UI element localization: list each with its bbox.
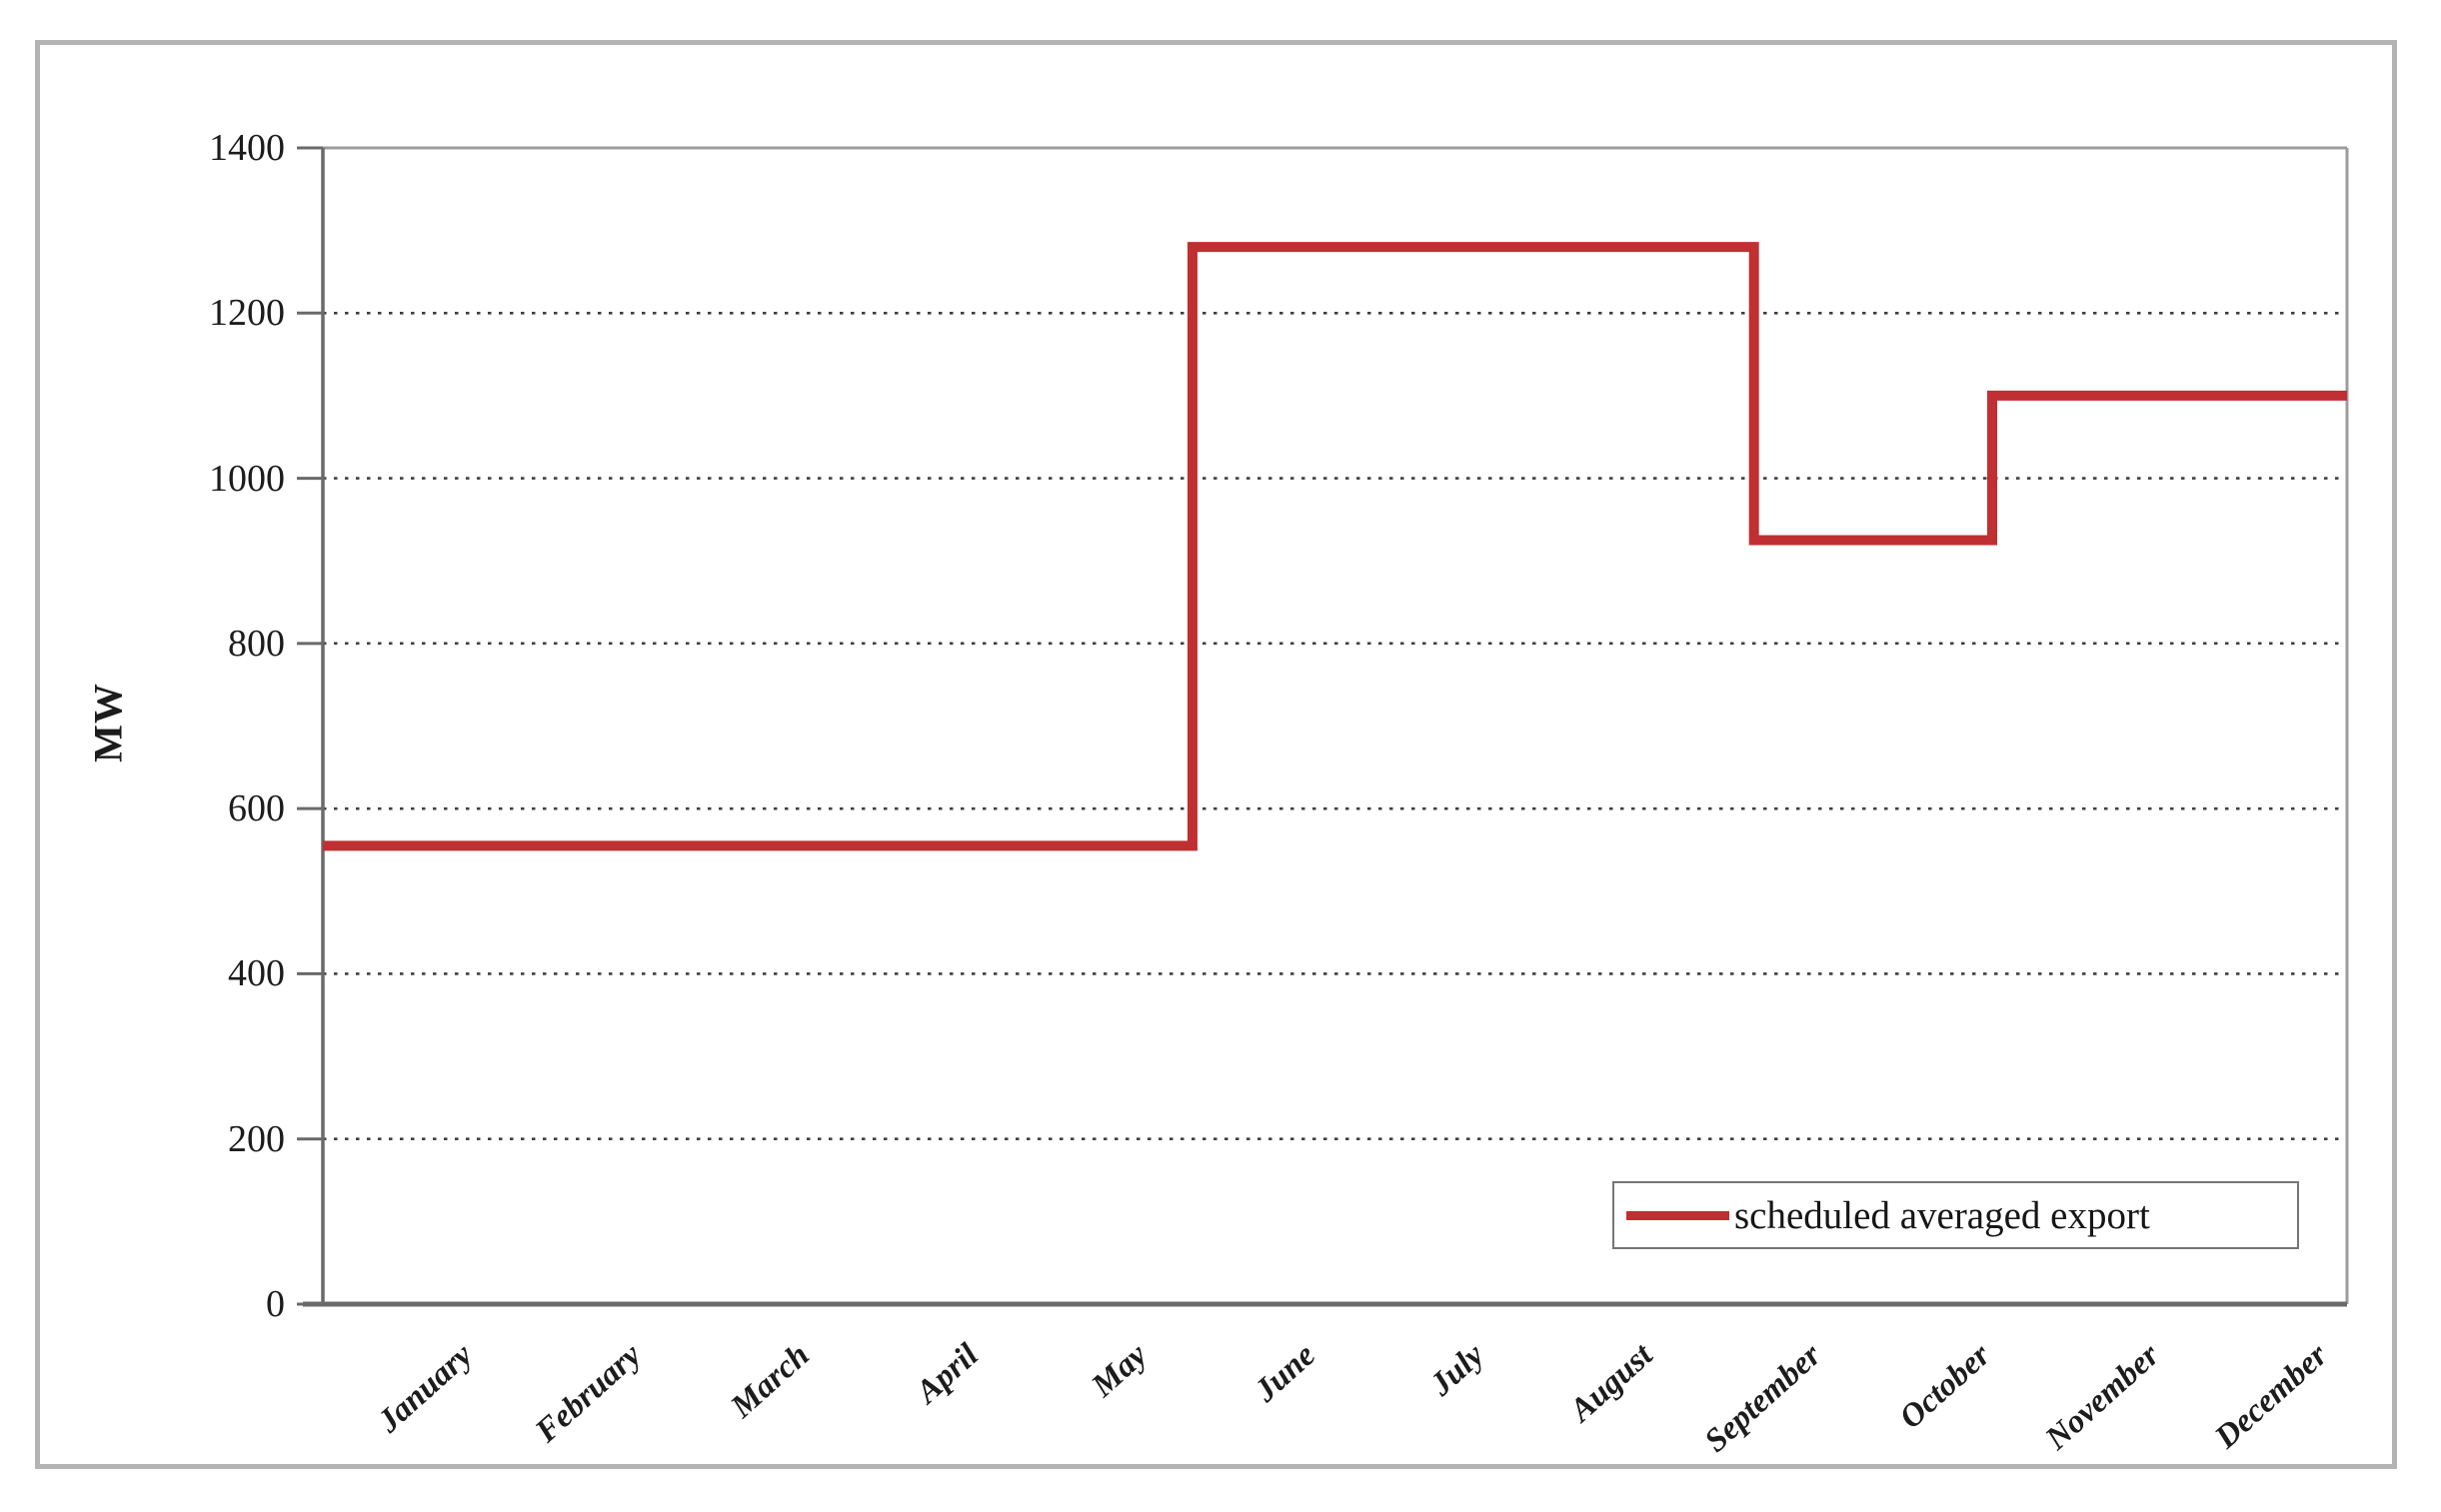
y-tick-label-1000: 1000: [209, 457, 285, 500]
y-axis-title: MW: [85, 683, 131, 762]
series-line-scheduled-averaged-export: [323, 242, 2347, 851]
y-tick-label-600: 600: [228, 787, 285, 830]
y-tick-label-800: 800: [228, 622, 285, 665]
legend: scheduled averaged export: [1612, 1181, 2299, 1249]
y-tick-label-400: 400: [228, 952, 285, 995]
y-tick-label-0: 0: [266, 1283, 285, 1325]
y-tick-label-1200: 1200: [209, 292, 285, 335]
legend-line-sample: [1626, 1210, 1729, 1220]
legend-label: scheduled averaged export: [1734, 1193, 2150, 1237]
y-tick-label-200: 200: [228, 1117, 285, 1160]
y-tick-label-1400: 1400: [209, 127, 285, 169]
